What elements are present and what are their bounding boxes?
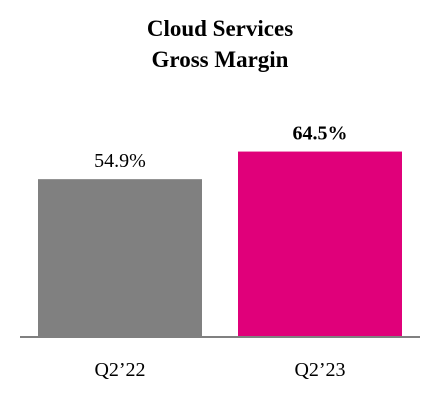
bar-2 bbox=[238, 151, 402, 337]
value-label-1: 54.9% bbox=[94, 150, 146, 172]
category-label-2: Q2’23 bbox=[294, 359, 345, 381]
value-label-2: 64.5% bbox=[293, 123, 348, 145]
chart-title-line-2: Gross Margin bbox=[151, 47, 289, 72]
chart-title-line-1: Cloud Services bbox=[146, 16, 294, 41]
category-label-1: Q2’22 bbox=[94, 359, 145, 381]
bar-1 bbox=[38, 179, 202, 337]
